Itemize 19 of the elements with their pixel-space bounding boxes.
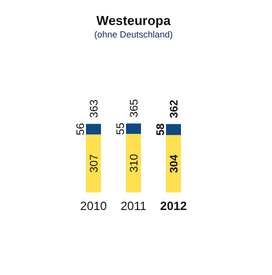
bar [166,124,181,136]
x-tick-label: 2012 [160,199,188,213]
x-tick-label: 2011 [120,199,147,213]
bar [126,134,141,192]
data-label: 58 [155,123,167,136]
x-tick-label: 2010 [80,199,108,213]
bar [126,124,141,134]
data-label: 307 [88,154,100,173]
total-label: 362 [168,100,180,118]
data-label: 310 [128,154,140,172]
total-label: 363 [88,100,100,118]
data-label: 55 [115,122,127,135]
bar [86,134,101,192]
chart-title: Westeuropa [96,13,172,28]
data-label: 304 [168,154,180,173]
total-label: 365 [128,99,140,118]
bar [86,124,101,134]
data-label: 56 [75,123,87,136]
chart-subtitle: (ohne Deutschland) [94,30,173,40]
